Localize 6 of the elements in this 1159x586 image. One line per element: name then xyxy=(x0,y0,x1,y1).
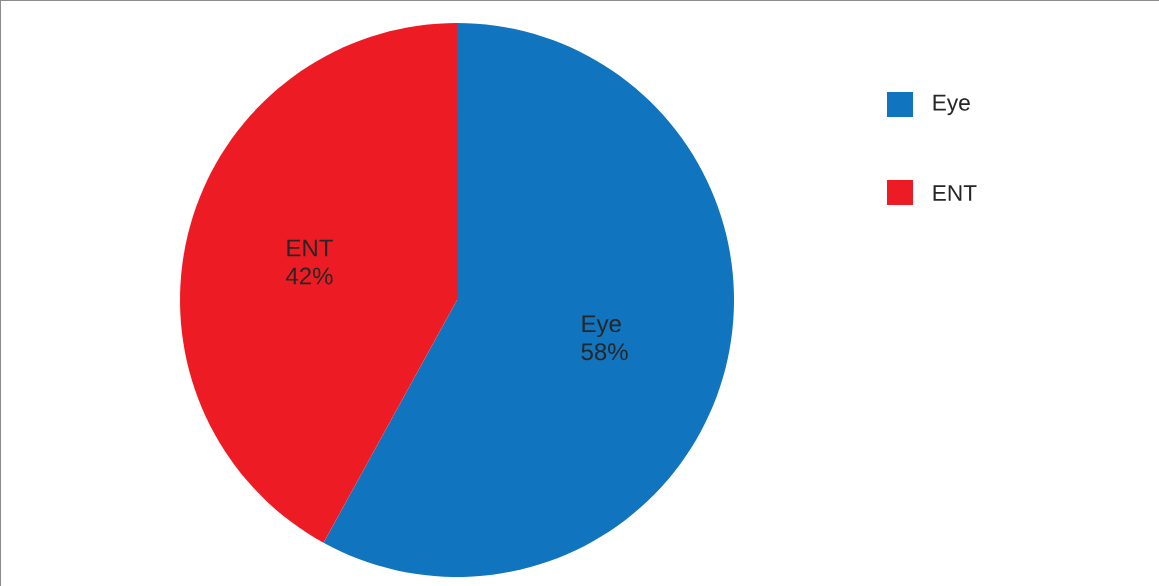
data-label: 58% xyxy=(581,343,628,361)
legend-label: ENT xyxy=(933,185,977,201)
data-label: 42% xyxy=(285,267,333,285)
slice-label: ENT xyxy=(287,239,333,257)
slice-label: Eye xyxy=(582,315,621,337)
legend-label: Eye xyxy=(933,94,970,116)
